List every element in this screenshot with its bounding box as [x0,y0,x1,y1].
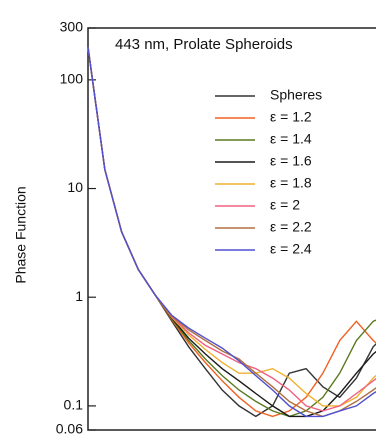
y-tick-label: 10 [67,179,83,195]
series-line [87,47,376,418]
legend-label: ε = 1.2 [270,109,312,125]
chart-title: 443 nm, Prolate Spheroids [115,36,293,53]
y-tick-label: 1 [75,288,83,304]
y-tick-label: 300 [60,19,84,35]
series-line [87,47,376,418]
series-line [87,47,376,418]
series-line [87,47,376,418]
legend-label: ε = 2.2 [270,219,312,235]
legend-label: ε = 2 [270,197,300,213]
plot-frame [87,27,376,431]
series-line [87,47,376,418]
y-axis-label: Phase Function [13,186,29,283]
series-line [87,47,376,407]
series-line [87,47,376,418]
y-tick-label: 0.06 [56,421,83,437]
y-tick-label: 100 [60,71,84,87]
legend-label: ε = 1.8 [270,175,312,191]
legend-label: ε = 2.4 [270,241,312,257]
legend-label: ε = 1.6 [270,153,312,169]
legend-label: ε = 1.4 [270,131,312,147]
y-tick-label: 0.1 [64,397,84,413]
legend-label: Spheres [270,87,322,103]
